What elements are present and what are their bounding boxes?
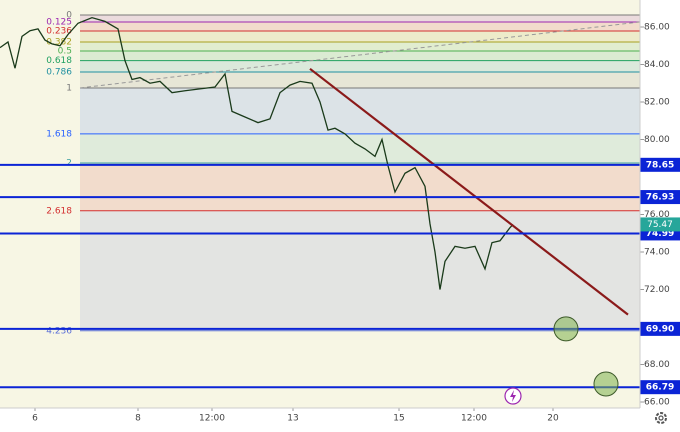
- fib-label: 0.382: [46, 38, 72, 48]
- fib-label: 1: [66, 83, 72, 93]
- level-label-box: [640, 321, 680, 336]
- x-tick-label: 12:00: [461, 414, 487, 424]
- fib-label: 0.236: [46, 26, 72, 36]
- settings-icon[interactable]: [655, 412, 667, 424]
- event-icon-bolt: [510, 390, 516, 402]
- fib-label: 0.618: [46, 56, 72, 66]
- target-circle: [593, 371, 619, 397]
- fib-band: [80, 87, 640, 134]
- fib-label: 4.236: [46, 326, 72, 336]
- level-label: 74.99: [646, 229, 674, 239]
- level-label-box: [640, 157, 680, 172]
- x-tick-label: 8: [135, 414, 141, 424]
- plot-area: [0, 0, 640, 408]
- last-price-box: [640, 217, 680, 232]
- level-label: 69.90: [646, 324, 674, 334]
- level-label: 76.93: [646, 193, 674, 203]
- y-tick-label: 86.00: [644, 23, 670, 33]
- level-label: 78.65: [646, 160, 674, 170]
- trend-line: [309, 67, 629, 316]
- x-tick-label: 13: [287, 414, 298, 424]
- y-tick-label: 68.00: [644, 360, 670, 370]
- price-line: [0, 16, 514, 290]
- fib-label: 0.786: [46, 68, 72, 78]
- y-tick-label: 84.00: [644, 60, 670, 70]
- y-tick-label: 82.00: [644, 98, 670, 108]
- x-tick-label: 12:00: [199, 414, 225, 424]
- last-price-label: 75.47: [647, 220, 673, 230]
- level-label-box: [640, 380, 680, 395]
- x-tick-label: 6: [32, 414, 38, 424]
- level-label-box: [640, 190, 680, 205]
- fib-band: [80, 42, 640, 51]
- fib-band: [80, 210, 640, 331]
- y-tick-label: 76.00: [644, 210, 670, 220]
- fib-band: [80, 72, 640, 88]
- fib-band: [80, 30, 640, 42]
- fib-band: [80, 51, 640, 61]
- x-tick-label: 20: [547, 414, 559, 424]
- fib-label: 0.5: [58, 47, 72, 57]
- dashed-line: [79, 21, 641, 89]
- x-tick-label: 15: [393, 414, 404, 424]
- fib-band: [80, 162, 640, 211]
- fib-band: [80, 21, 640, 31]
- fib-band: [80, 133, 640, 163]
- fib-label: 2.618: [46, 206, 72, 216]
- fib-band: [80, 15, 640, 22]
- y-tick-label: 74.00: [644, 248, 670, 258]
- y-tick-label: 72.00: [644, 285, 670, 295]
- y-tick-label: 66.00: [644, 398, 670, 408]
- fib-label: 0.125: [46, 17, 72, 27]
- fib-label: 2: [66, 158, 72, 168]
- fib-label: 0: [66, 11, 72, 21]
- target-circle: [553, 316, 579, 342]
- fib-label: 1.618: [46, 129, 72, 139]
- y-tick-label: 80.00: [644, 135, 670, 145]
- level-label: 66.79: [646, 383, 674, 393]
- fib-band: [80, 60, 640, 72]
